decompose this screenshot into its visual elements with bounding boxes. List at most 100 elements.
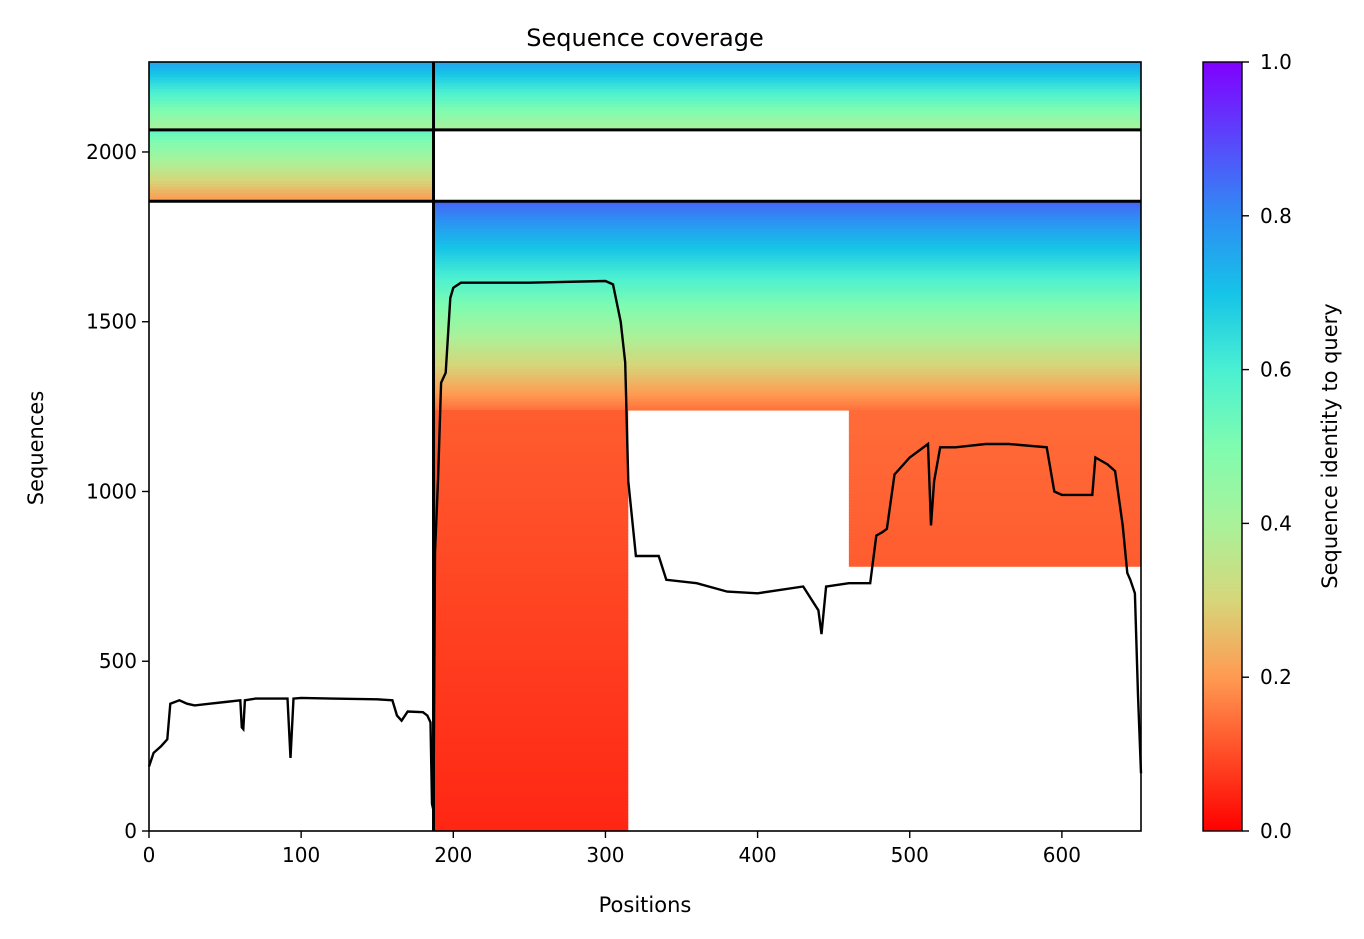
coverage-band: [433, 449, 629, 453]
coverage-band: [848, 416, 1141, 420]
coverage-band: [433, 806, 629, 811]
y-tick-label: 1500: [86, 310, 137, 334]
colorbar: [1202, 61, 1243, 832]
coverage-band: [433, 506, 629, 510]
coverage-band: [433, 275, 1141, 280]
coverage-band: [433, 431, 629, 435]
coverage-band: [433, 500, 629, 504]
coverage-band: [848, 488, 1141, 492]
coverage-band: [149, 109, 434, 113]
coverage-band: [433, 359, 1141, 363]
coverage-band: [433, 749, 629, 754]
coverage-band: [149, 174, 434, 179]
coverage-band: [433, 611, 629, 616]
coverage-band: [149, 121, 434, 125]
coverage-band: [433, 204, 1141, 208]
coverage-band: [433, 596, 629, 601]
coverage-band: [848, 539, 1141, 543]
coverage-band: [433, 584, 629, 589]
coverage-band: [433, 106, 1141, 110]
coverage-band: [433, 428, 629, 432]
coverage-band: [433, 284, 1141, 289]
coverage-band: [433, 416, 629, 420]
coverage-band: [433, 437, 629, 441]
coverage-band: [433, 446, 629, 450]
coverage-band: [149, 192, 434, 196]
coverage-band: [848, 461, 1141, 465]
coverage-band: [433, 213, 1141, 217]
coverage-band: [433, 803, 629, 808]
coverage-band: [848, 506, 1141, 510]
y-tick-label: 500: [99, 649, 137, 673]
coverage-band: [433, 347, 1141, 351]
coverage-band: [149, 76, 434, 81]
coverage-band: [433, 773, 629, 778]
colorbar-tick-label: 0.2: [1260, 665, 1292, 689]
coverage-band: [433, 79, 1141, 84]
coverage-band: [433, 581, 629, 586]
coverage-band: [848, 524, 1141, 528]
coverage-band: [433, 434, 629, 438]
coverage-band: [433, 115, 1141, 119]
coverage-band: [433, 278, 1141, 283]
coverage-band: [433, 560, 629, 564]
coverage-band: [149, 100, 434, 104]
coverage-band: [433, 779, 629, 784]
coverage-band: [149, 67, 434, 72]
y-axis-label: Sequences: [24, 391, 48, 506]
coverage-band: [433, 479, 629, 483]
coverage-band: [149, 138, 434, 143]
coverage-band: [433, 470, 629, 474]
coverage-band: [149, 97, 434, 101]
coverage-band: [433, 764, 629, 769]
coverage-band: [433, 239, 1141, 244]
x-tick-label: 600: [1043, 843, 1081, 867]
y-tick-label: 1000: [86, 479, 137, 503]
coverage-band: [433, 269, 1141, 274]
coverage-band: [433, 542, 629, 546]
colorbar-tick-label: 0.6: [1260, 358, 1292, 382]
coverage-band: [433, 686, 629, 691]
coverage-band: [433, 222, 1141, 226]
coverage-band: [433, 632, 629, 637]
coverage-band: [433, 383, 1141, 387]
coverage-band: [848, 452, 1141, 456]
coverage-band: [433, 758, 629, 763]
coverage-band: [433, 488, 629, 492]
coverage-band: [433, 491, 629, 495]
coverage-band: [433, 659, 629, 664]
coverage-band: [433, 569, 629, 573]
coverage-band: [433, 788, 629, 793]
coverage-band: [433, 539, 629, 543]
colorbar-tick-label: 0.8: [1260, 204, 1292, 228]
coverage-band: [433, 602, 629, 607]
coverage-band: [433, 260, 1141, 265]
coverage-band: [433, 320, 1141, 325]
coverage-band: [433, 353, 1141, 357]
coverage-block-4: [433, 201, 1141, 411]
coverage-band: [433, 407, 1141, 411]
colorbar-label: Sequence identity to query: [1318, 303, 1342, 588]
coverage-band: [433, 518, 629, 522]
x-tick-label: 300: [586, 843, 624, 867]
coverage-band: [433, 103, 1141, 107]
coverage-band: [433, 305, 1141, 310]
coverage-band: [433, 404, 1141, 408]
coverage-band: [433, 641, 629, 646]
coverage-band: [848, 425, 1141, 429]
coverage-band: [433, 419, 629, 423]
coverage-block-6: [848, 410, 1141, 567]
coverage-band: [149, 153, 434, 158]
coverage-band: [433, 266, 1141, 271]
coverage-band: [848, 413, 1141, 417]
coverage-band: [433, 380, 1141, 384]
coverage-band: [433, 599, 629, 604]
coverage-band: [433, 617, 629, 622]
coverage-band: [433, 710, 629, 715]
coverage-band: [848, 476, 1141, 480]
y-tick-label: 0: [124, 819, 137, 843]
coverage-band: [149, 79, 434, 84]
coverage-band: [848, 548, 1141, 552]
coverage-band: [433, 752, 629, 757]
coverage-band: [433, 644, 629, 649]
